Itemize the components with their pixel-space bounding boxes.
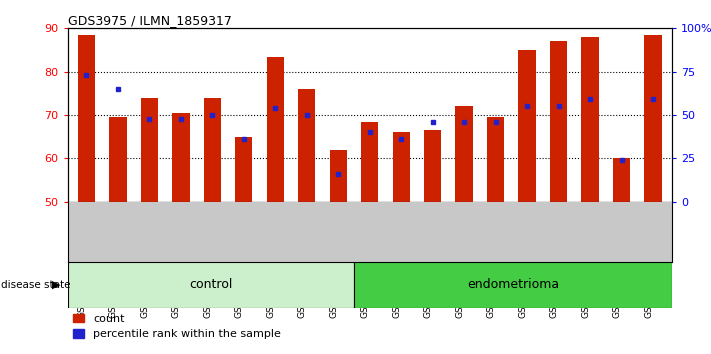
Bar	[456, 106, 473, 202]
Bar	[267, 57, 284, 202]
Bar	[203, 98, 221, 202]
Bar	[172, 113, 190, 202]
Bar	[235, 137, 252, 202]
Bar	[109, 117, 127, 202]
Bar	[424, 130, 442, 202]
Text: endometrioma: endometrioma	[467, 279, 559, 291]
Bar	[361, 121, 378, 202]
Bar	[518, 50, 536, 202]
Text: control: control	[189, 279, 232, 291]
Bar	[330, 150, 347, 202]
Bar	[68, 262, 354, 308]
Bar	[141, 98, 158, 202]
Bar	[77, 35, 95, 202]
Text: ▶: ▶	[52, 280, 60, 290]
Bar	[354, 262, 672, 308]
Legend: count, percentile rank within the sample: count, percentile rank within the sample	[73, 314, 281, 339]
Bar	[644, 35, 662, 202]
Bar	[613, 159, 630, 202]
Bar	[392, 132, 410, 202]
Bar	[298, 89, 316, 202]
Text: disease state: disease state	[1, 280, 70, 290]
Bar	[550, 41, 567, 202]
Text: GDS3975 / ILMN_1859317: GDS3975 / ILMN_1859317	[68, 14, 231, 27]
Bar	[582, 37, 599, 202]
Bar	[487, 117, 504, 202]
